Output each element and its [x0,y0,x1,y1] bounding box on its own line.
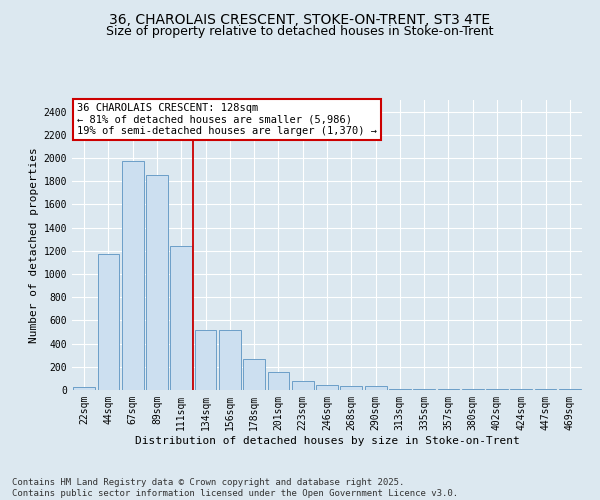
Bar [243,358,265,390]
X-axis label: Distribution of detached houses by size in Stoke-on-Trent: Distribution of detached houses by size … [134,436,520,446]
Bar [194,330,217,390]
Bar [292,380,314,390]
Bar [122,161,143,390]
Bar [316,385,338,390]
Bar [365,386,386,390]
Bar [146,175,168,390]
Bar [170,246,192,390]
Text: Size of property relative to detached houses in Stoke-on-Trent: Size of property relative to detached ho… [106,25,494,38]
Text: Contains HM Land Registry data © Crown copyright and database right 2025.
Contai: Contains HM Land Registry data © Crown c… [12,478,458,498]
Text: 36 CHAROLAIS CRESCENT: 128sqm
← 81% of detached houses are smaller (5,986)
19% o: 36 CHAROLAIS CRESCENT: 128sqm ← 81% of d… [77,103,377,136]
Bar [97,254,119,390]
Bar [268,372,289,390]
Y-axis label: Number of detached properties: Number of detached properties [29,147,40,343]
Text: 36, CHAROLAIS CRESCENT, STOKE-ON-TRENT, ST3 4TE: 36, CHAROLAIS CRESCENT, STOKE-ON-TRENT, … [109,12,491,26]
Bar [389,389,411,390]
Bar [73,387,95,390]
Bar [219,330,241,390]
Bar [340,386,362,390]
